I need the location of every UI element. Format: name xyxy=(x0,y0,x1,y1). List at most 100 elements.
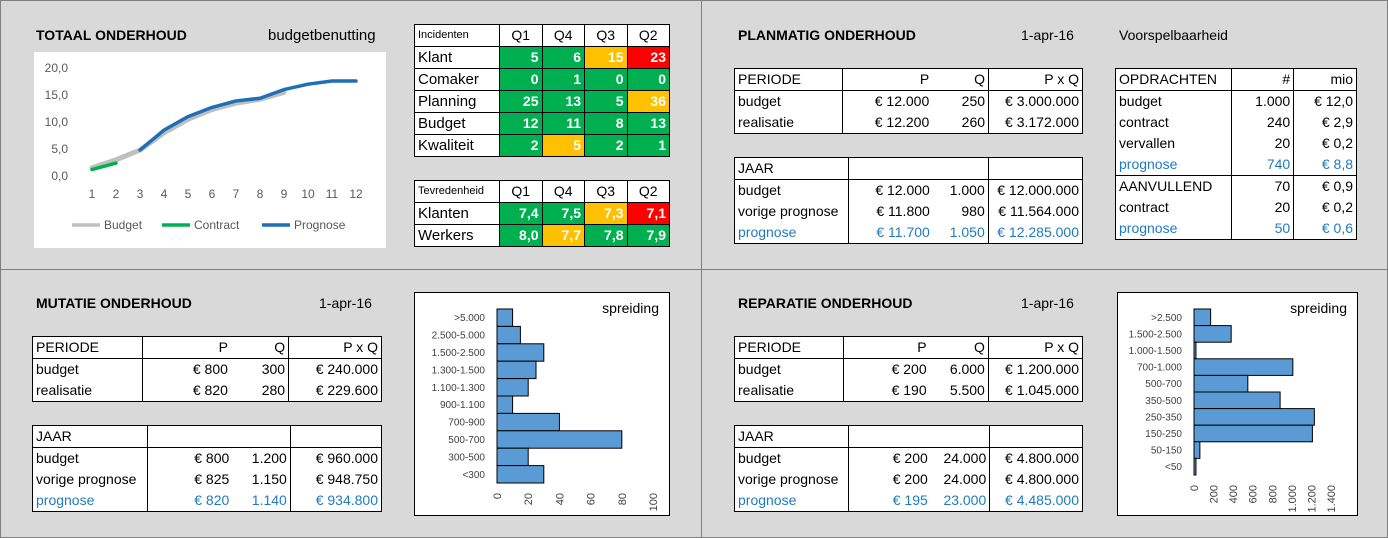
table-cell: € 800 xyxy=(142,358,231,380)
category-label: 2.500-5.000 xyxy=(432,331,486,342)
table-cell: 1.150 xyxy=(251,471,287,487)
reparatie-histogram-svg: spreiding >2.500 1.500-2.500 1.000-1.500 700… xyxy=(1129,300,1347,513)
table-header-cell xyxy=(146,425,233,448)
x-tick-label: 12 xyxy=(349,187,363,201)
table-cell: € 8,8 xyxy=(1293,154,1357,176)
heat-row-label: Comaker xyxy=(414,68,500,91)
table-row: prognose 50 € 0,6 xyxy=(1114,218,1357,240)
table-row: budget € 12.000 1.000 € 12.000.000 xyxy=(734,179,1084,201)
table-row: vorige prognose € 11.800 980 € 11.564.000 xyxy=(734,201,1084,222)
table-cell: € 12.200 xyxy=(842,112,933,134)
table-row: vervallen 20 € 0,2 xyxy=(1114,133,1357,154)
x-tick-label: 1.400 xyxy=(1326,485,1338,513)
x-tick-label: 7 xyxy=(233,187,240,201)
table-cell: realisatie xyxy=(734,380,844,402)
table-cell: 980 xyxy=(961,203,985,219)
table-cell: 1.000 xyxy=(1231,90,1295,112)
table-row: vorige prognose € 200 24.000 € 4.800.000 xyxy=(733,469,1083,490)
table-header-cell: PERIODE xyxy=(733,68,844,91)
table-cell: 70 xyxy=(1231,175,1295,197)
table-header-cell: JAAR xyxy=(32,425,148,448)
heat-value-cell: 0 xyxy=(626,68,670,91)
x-tick-label: 60 xyxy=(586,493,598,505)
heat-value-cell: 11 xyxy=(541,112,585,135)
histogram-title: spreiding xyxy=(1290,300,1347,316)
histogram-bar xyxy=(496,343,545,362)
table-header-cell: PERIODE xyxy=(31,336,144,359)
table-cell: € 934.800 xyxy=(289,490,383,512)
histogram-bar xyxy=(1193,308,1212,327)
table-row: AANVULLEND 70 € 0,9 xyxy=(1114,175,1357,197)
table-cell: budget xyxy=(734,358,844,380)
table-cell: prognose xyxy=(1114,154,1233,176)
x-tick-label: 400 xyxy=(1228,485,1240,503)
table-header-cell: Q xyxy=(230,336,289,359)
table-cell: budget xyxy=(733,447,850,469)
legend-label: Budget xyxy=(104,218,143,232)
table-cell: € 820 xyxy=(142,380,231,402)
table-cell: € 3.172.000 xyxy=(988,112,1083,134)
table-cell: € 1.045.000 xyxy=(987,380,1084,402)
table-cell: 250 xyxy=(961,93,986,109)
table-header-cell: JAAR xyxy=(733,425,850,448)
heat-row-label: Planning xyxy=(414,90,500,113)
planmatig-subtitle: Voorspelbaarheid xyxy=(1119,27,1228,43)
table-row: budget € 800 300 € 240.000 xyxy=(31,358,382,380)
heat-value-cell: 1 xyxy=(626,134,670,157)
table-row: budget € 200 24.000 € 4.800.000 xyxy=(733,447,1083,469)
y-tick-label: 20,0 xyxy=(45,61,69,75)
heat-value-cell: 1 xyxy=(541,68,585,91)
table-cell: 20 xyxy=(1231,133,1295,154)
table-cell: € 12.285.000 xyxy=(987,222,1084,244)
table-cell: € 0,9 xyxy=(1293,175,1357,197)
table-header-cell: JAAR xyxy=(734,157,849,180)
table-cell: € 948.750 xyxy=(289,469,383,490)
table-header-cell: PERIODE xyxy=(734,336,844,359)
table-header-cell: Q xyxy=(932,68,989,91)
table-cell: € 0,2 xyxy=(1293,133,1357,154)
table-header-cell: P xyxy=(842,68,933,91)
table-row: vorige prognose € 825 1.150 € 948.750 xyxy=(32,469,383,490)
table-cell: € 0,2 xyxy=(1293,197,1357,218)
category-label: 700-900 xyxy=(448,418,485,429)
heat-value-cell: 7,5 xyxy=(541,202,585,225)
x-tick-label: 0 xyxy=(1189,485,1201,491)
category-label: <300 xyxy=(462,470,485,481)
histogram-bar xyxy=(496,395,514,414)
category-label: 250-350 xyxy=(1145,412,1182,423)
table-cell: € 195 xyxy=(848,490,931,512)
category-label: 1.100-1.300 xyxy=(432,383,486,394)
histogram-bar xyxy=(1193,325,1232,343)
heat-row: Kwaliteit 2 5 2 1 xyxy=(414,134,670,157)
heat-header-cell: Q3 xyxy=(584,24,628,47)
heat-row-label: Kwaliteit xyxy=(414,134,500,157)
reparatie-jaar-table: JAAR budget € 200 24.000 € 4.800.000 vorige p… xyxy=(733,425,1083,512)
table-cell: 280 xyxy=(230,380,289,402)
heat-header-cell: Incidenten xyxy=(414,24,500,47)
table-row: budget € 12.000 250 € 3.000.000 xyxy=(733,90,1083,112)
y-tick-label: 10,0 xyxy=(45,115,69,129)
heat-header-cell: Tevredenheid xyxy=(414,180,500,203)
table-cell: € 12.000.000 xyxy=(987,179,1084,201)
table-row: budget 1.000 € 12,0 xyxy=(1114,90,1357,112)
table-cell: € 825 xyxy=(146,469,233,490)
planmatig-jaar-table: JAAR budget € 12.000 1.000 € 12.000.000 vorig… xyxy=(734,157,1084,244)
table-cell: 24.000 xyxy=(943,450,987,466)
heat-header-cell: Q4 xyxy=(541,24,585,47)
table-cell: 260 xyxy=(932,112,989,134)
heat-value-cell: 7,1 xyxy=(626,202,670,225)
table-cell: vorige prognose xyxy=(733,469,850,490)
table-cell: € 12,0 xyxy=(1293,90,1357,112)
x-tick-label: 600 xyxy=(1248,485,1260,503)
table-cell: budget xyxy=(31,358,144,380)
heat-value-cell: 5 xyxy=(584,90,628,113)
histogram-bar xyxy=(1193,457,1197,476)
histogram-bar xyxy=(496,308,514,327)
mutatie-date: 1-apr-16 xyxy=(319,295,372,311)
heat-value-cell: 5 xyxy=(499,46,543,69)
heat-header-cell: Q2 xyxy=(626,180,670,203)
histogram-bar xyxy=(496,378,529,397)
table-cell: 50 xyxy=(1231,218,1295,240)
mutatie-histogram: spreiding >5.000 2.500-5.000 1.500-2.500 1.3… xyxy=(414,292,670,516)
category-label: >2.500 xyxy=(1151,313,1182,324)
